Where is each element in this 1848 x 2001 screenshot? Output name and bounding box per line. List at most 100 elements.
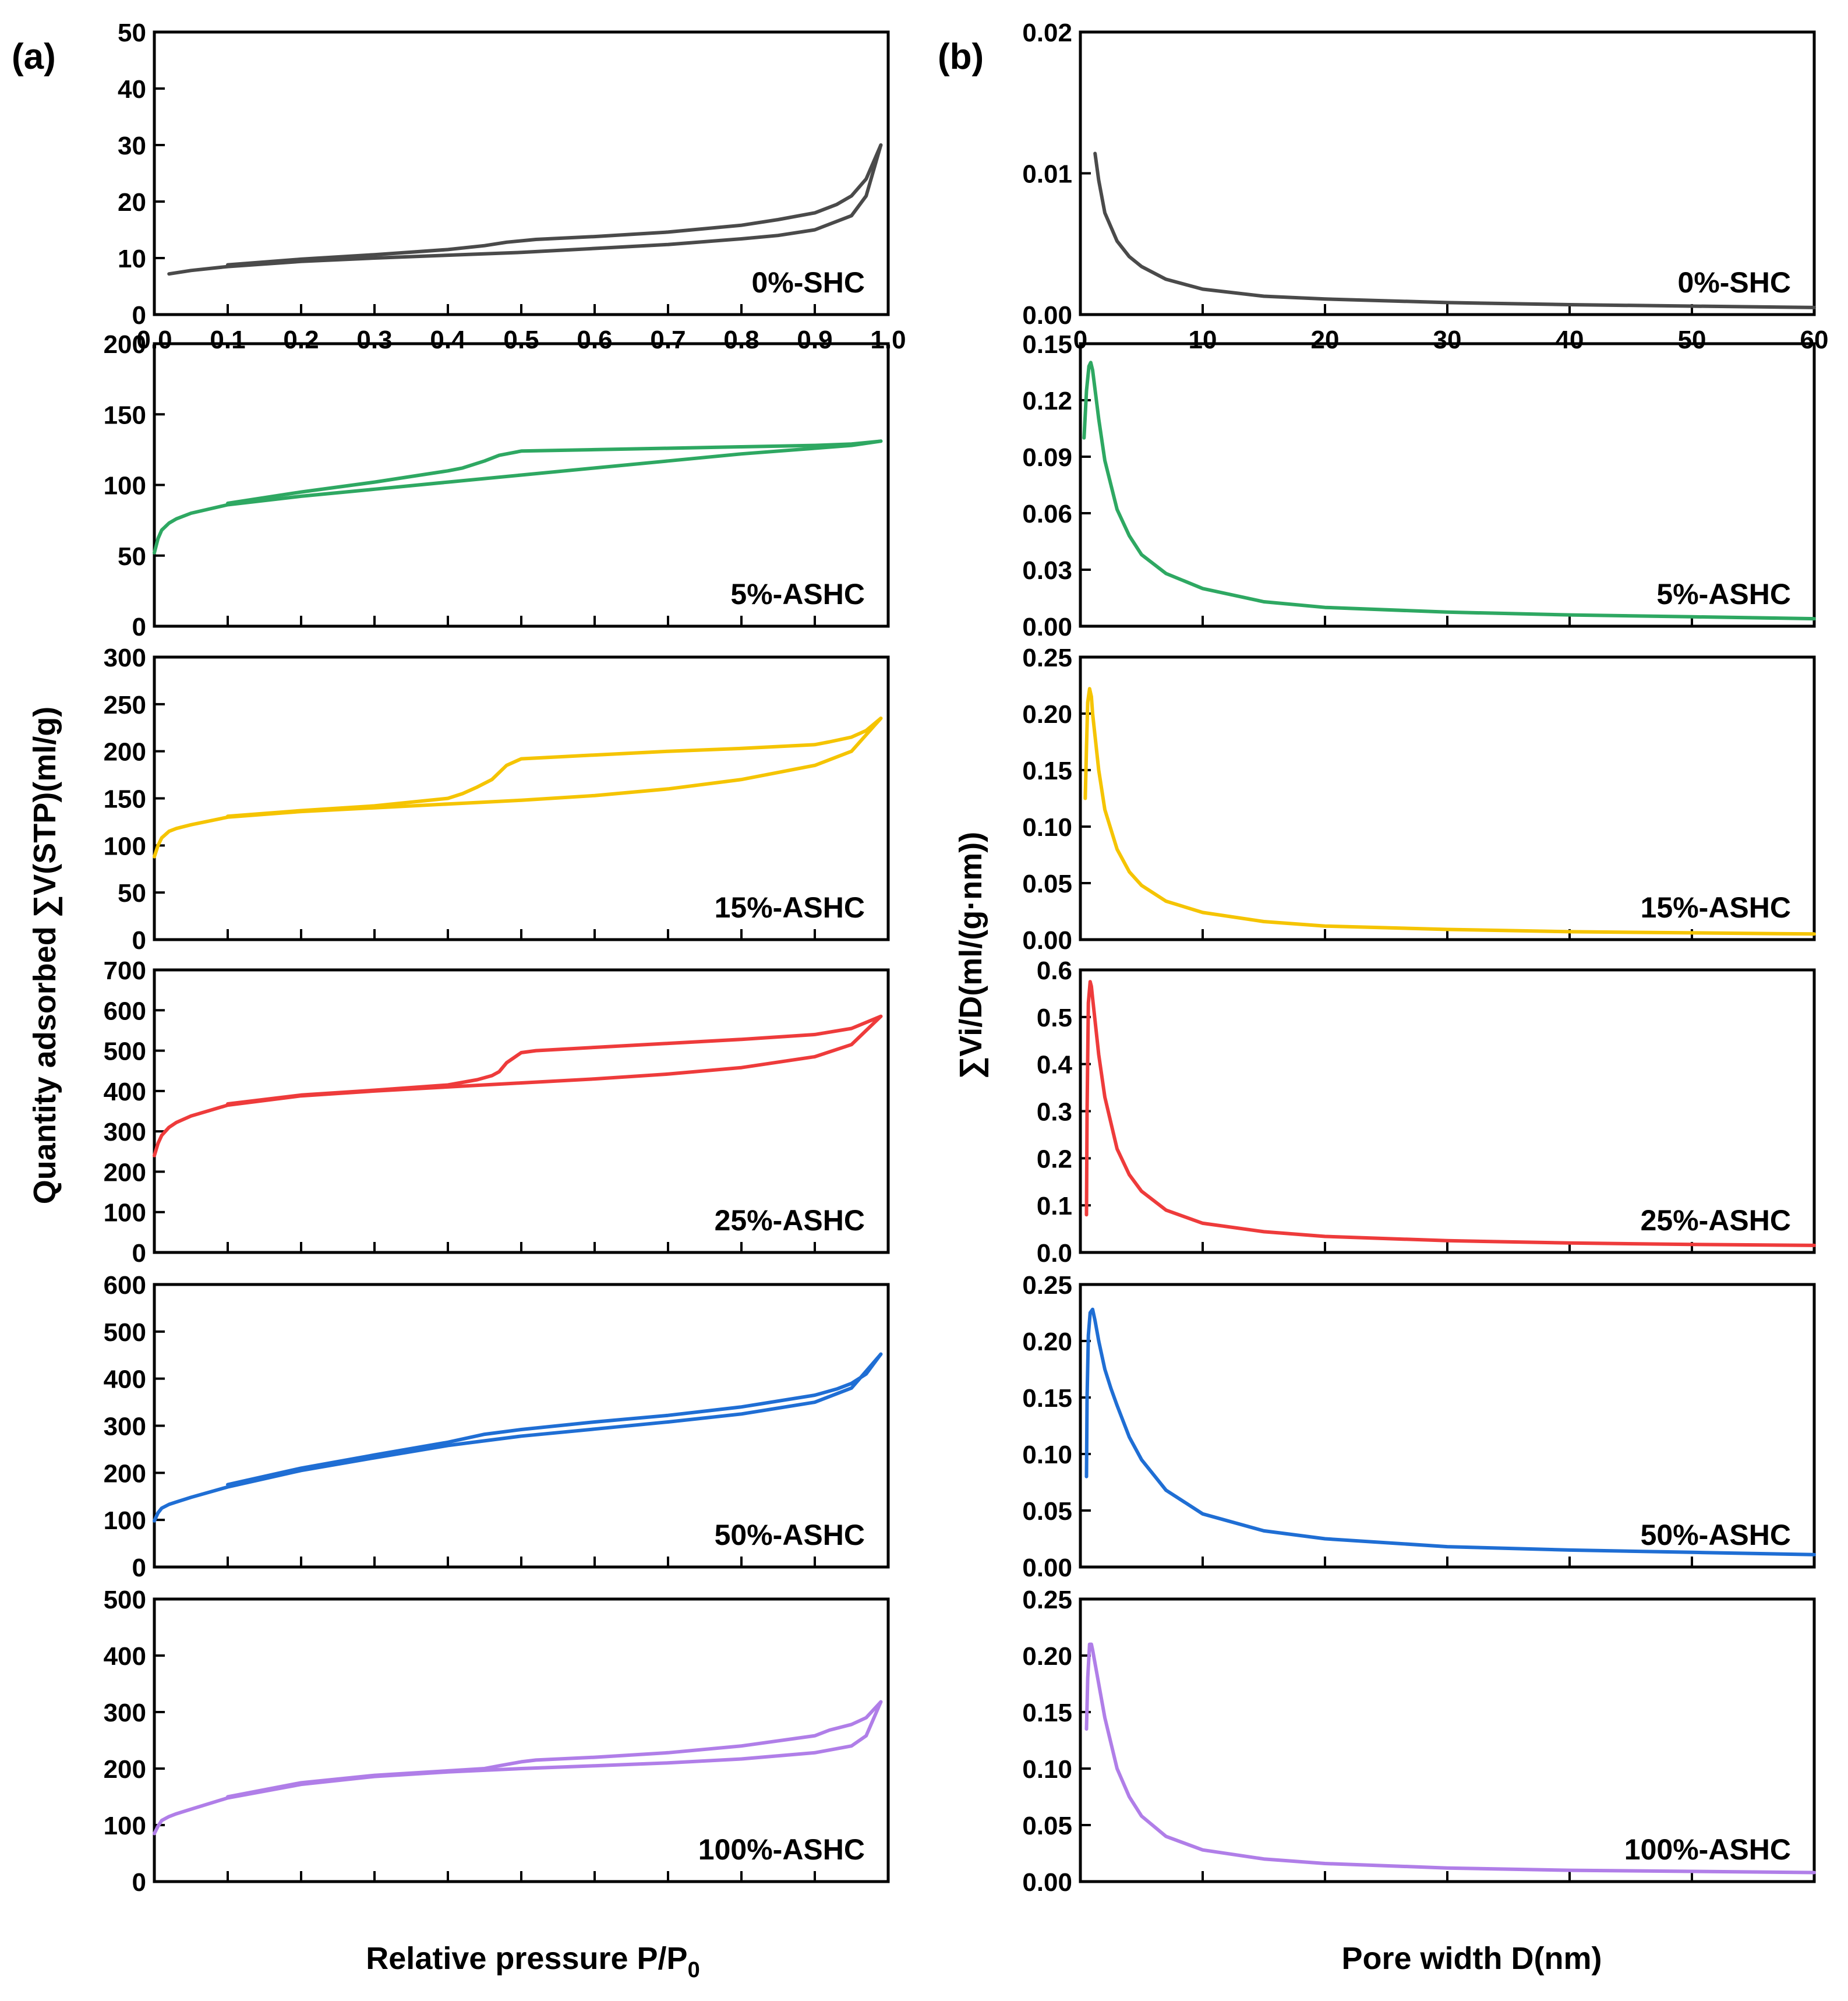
panel-b-50pct-ashc-ytick-label: 0.05: [1022, 1497, 1072, 1526]
panel-a-50pct-ashc-subplot: 0 100 200 300 400 500 600 50%-ASHC: [104, 1271, 890, 1582]
panel-a-15pct-ashc-ytick-label: 200: [104, 738, 146, 767]
panel-b-25pct-ashc-ytick-label: 0.1: [1037, 1192, 1072, 1220]
panel-a-xlabel-subscript: 0: [688, 1958, 700, 1982]
panel-b-0pct-shc-psd-line: [1093, 151, 1816, 309]
panel-a-0pct-shc-xtick-label: 0.2: [283, 326, 319, 354]
panel-a-5pct-ashc-ytick-label: 200: [104, 330, 146, 359]
panel-a-0pct-shc-xtick-label: 0.5: [503, 326, 539, 354]
panel-b-5pct-ashc-ytick-label: 0.12: [1022, 387, 1072, 415]
panel-a-25pct-ashc-ytick-label: 200: [104, 1158, 146, 1187]
panel-a-100pct-ashc-ytick-label: 200: [104, 1755, 146, 1784]
panel-b-25pct-ashc-ytick-label: 0.4: [1037, 1051, 1073, 1079]
panel-b-0pct-shc-xtick-label: 10: [1189, 326, 1217, 354]
panel-b-25pct-ashc-psd-line: [1084, 980, 1816, 1247]
panel-a-xlabel-main: Relative pressure P/P: [366, 1941, 687, 1976]
panel-a-0pct-shc-ytick-label: 30: [118, 132, 146, 160]
panel-b-5pct-ashc-ytick-label: 0.03: [1022, 556, 1072, 585]
panel-a-0pct-shc-xtick-label: 0.1: [210, 326, 245, 354]
panel-b-0pct-shc-xtick-label: 40: [1556, 326, 1584, 354]
panel-a-0pct-shc-xtick-label: 0.7: [650, 326, 686, 354]
panel-a-15pct-ashc-ytick-label: 0: [132, 926, 146, 955]
panel-b-100pct-ashc-sample-label: 100%-ASHC: [1624, 1833, 1791, 1866]
panel-a-25pct-ashc-ytick-label: 300: [104, 1118, 146, 1146]
panel-a-5pct-ashc-ytick-label: 100: [104, 472, 146, 500]
panel-a-50pct-ashc-ytick-label: 200: [104, 1459, 146, 1488]
panel-b-100pct-ashc-ytick-label: 0.15: [1022, 1699, 1072, 1727]
panel-a-25pct-ashc-ytick-label: 600: [104, 997, 146, 1025]
panel-b-50pct-ashc-ytick-label: 0.15: [1022, 1384, 1072, 1413]
panel-a-50pct-ashc-adsorption-line: [153, 1352, 883, 1523]
panel-a-25pct-ashc-ytick-label: 700: [104, 957, 146, 985]
panel-b-label: (b): [938, 37, 984, 77]
panel-b-100pct-ashc-psd-line: [1084, 1642, 1816, 1875]
panel-b-25pct-ashc-ytick-label: 0.6: [1037, 957, 1072, 985]
panel-b-5pct-ashc-ytick-label: 0.06: [1022, 500, 1072, 528]
panel-a-0pct-shc-xtick-label: 0.3: [356, 326, 392, 354]
panel-a-100pct-ashc-ytick-label: 500: [104, 1586, 146, 1614]
panel-a-50pct-ashc-ytick-label: 600: [104, 1271, 146, 1300]
panel-b-15pct-ashc-psd-line: [1083, 687, 1816, 936]
panel-a-50pct-ashc-ytick-label: 400: [104, 1365, 146, 1394]
panel-b-15pct-ashc-ytick-label: 0.00: [1022, 926, 1072, 955]
panel-a-0pct-shc-xtick-label: 0.4: [430, 326, 466, 354]
panel-a-100pct-ashc-sample-label: 100%-ASHC: [698, 1833, 865, 1866]
panel-a-15pct-ashc-ytick-label: 100: [104, 832, 146, 860]
panel-a-xlabel: Relative pressure P/P0: [366, 1941, 699, 1982]
panel-b-50pct-ashc-sample-label: 50%-ASHC: [1641, 1519, 1791, 1551]
panel-a-ylabel: Quantity adsorbed ∑V(STP)(ml/g): [27, 707, 62, 1205]
panel-a-50pct-ashc-ytick-label: 500: [104, 1318, 146, 1347]
panel-a-25pct-ashc-sample-label: 25%-ASHC: [715, 1204, 865, 1237]
panel-a-50pct-ashc-sample-label: 50%-ASHC: [715, 1519, 865, 1551]
panel-b-ylabel: ∑Vi/D(ml/(g·nm)): [953, 832, 988, 1079]
panel-a-100pct-ashc-subplot: 0 100 200 300 400 500 100%-ASHC: [104, 1586, 890, 1897]
panel-b-15pct-ashc-subplot: 0.00 0.05 0.10 0.15 0.20 0.25 15%-ASHC: [1022, 644, 1816, 955]
panel-b-50pct-ashc-subplot: 0.00 0.05 0.10 0.15 0.20 0.25 50%-ASHC: [1022, 1271, 1816, 1582]
panel-b-50pct-ashc-ytick-label: 0.10: [1022, 1441, 1072, 1469]
panel-b-25pct-ashc-ytick-label: 0.5: [1037, 1004, 1072, 1032]
panel-a-5pct-ashc-ytick-label: 150: [104, 401, 146, 429]
panel-b-25pct-ashc-ytick-label: 0.3: [1037, 1098, 1072, 1127]
panel-b-100pct-ashc-ytick-label: 0.20: [1022, 1642, 1072, 1671]
panel-a-100pct-ashc-ytick-label: 0: [132, 1868, 146, 1897]
panel-b-5pct-ashc-ytick-label: 0.09: [1022, 443, 1072, 472]
panel-a-15pct-ashc-ytick-label: 300: [104, 644, 146, 672]
panel-a-25pct-ashc-subplot: 0 100 200 300 400 500 600 700 25%-ASHC: [104, 957, 890, 1268]
panel-a-0pct-shc-desorption-line: [226, 143, 883, 267]
panel-a-100pct-ashc-ytick-label: 400: [104, 1642, 146, 1671]
panel-b-5pct-ashc-ytick-label: 0.00: [1022, 613, 1072, 641]
panel-b-15pct-ashc-ytick-label: 0.25: [1022, 644, 1072, 672]
panel-b-15pct-ashc-ytick-label: 0.10: [1022, 813, 1072, 842]
subplots-group: 0 10 20 30 40 50 0.0 0.1 0.2 0.3 0.4 0.5 0.6 0.7 0.8 0.…: [104, 19, 1829, 1897]
panel-b-50pct-ashc-ytick-label: 0.20: [1022, 1328, 1072, 1356]
panel-b-100pct-ashc-ytick-label: 0.05: [1022, 1812, 1072, 1840]
panel-a-0pct-shc-sample-label: 0%-SHC: [752, 266, 865, 299]
panel-a-5pct-ashc-sample-label: 5%-ASHC: [730, 578, 865, 610]
panel-b-25pct-ashc-ytick-label: 0.0: [1037, 1239, 1072, 1268]
panel-b-15pct-ashc-ytick-label: 0.05: [1022, 870, 1072, 898]
panel-a-15pct-ashc-adsorption-line: [153, 717, 883, 859]
panel-b-0pct-shc-xtick-label: 50: [1678, 326, 1706, 354]
panel-b-25pct-ashc-subplot: 0.0 0.1 0.2 0.3 0.4 0.5 0.6 25%-ASHC: [1037, 957, 1816, 1268]
panel-b-0pct-shc-subplot: 0.000.010.020 10 20 30 40 50 600%-SHC: [1022, 19, 1828, 354]
panel-b-5pct-ashc-subplot: 0.00 0.03 0.06 0.09 0.12 0.15 5%-ASHC: [1022, 330, 1816, 641]
panel-a-0pct-shc-xtick-label: 0.6: [577, 326, 612, 354]
panel-b-100pct-ashc-ytick-label: 0.10: [1022, 1755, 1072, 1784]
panel-a-0pct-shc-ytick-label: 20: [118, 188, 146, 217]
panel-a-100pct-ashc-ytick-label: 100: [104, 1812, 146, 1840]
panel-a-15pct-ashc-sample-label: 15%-ASHC: [715, 891, 865, 924]
panel-a-0pct-shc-ytick-label: 0: [132, 301, 146, 330]
panel-b-0pct-shc-sample-label: 0%-SHC: [1678, 266, 1791, 299]
panel-a-0pct-shc-ytick-label: 10: [118, 245, 146, 273]
panel-a-25pct-ashc-ytick-label: 0: [132, 1239, 146, 1268]
panel-b-0pct-shc-ytick-label: 0.02: [1022, 19, 1072, 47]
panel-b-0pct-shc-ytick-label: 0.00: [1022, 301, 1072, 330]
panel-a-50pct-ashc-ytick-label: 0: [132, 1554, 146, 1582]
panel-a-0pct-shc-xtick-label: 0.9: [797, 326, 832, 354]
panel-a-0pct-shc-xtick-label: 0.8: [723, 326, 759, 354]
panel-a-5pct-ashc-adsorption-line: [153, 439, 883, 555]
panel-b-100pct-ashc-subplot: 0.00 0.05 0.10 0.15 0.20 0.25 100%-ASHC: [1022, 1586, 1816, 1897]
panel-b-100pct-ashc-ytick-label: 0.00: [1022, 1868, 1072, 1897]
panel-a-50pct-ashc-desorption-line: [226, 1352, 883, 1487]
